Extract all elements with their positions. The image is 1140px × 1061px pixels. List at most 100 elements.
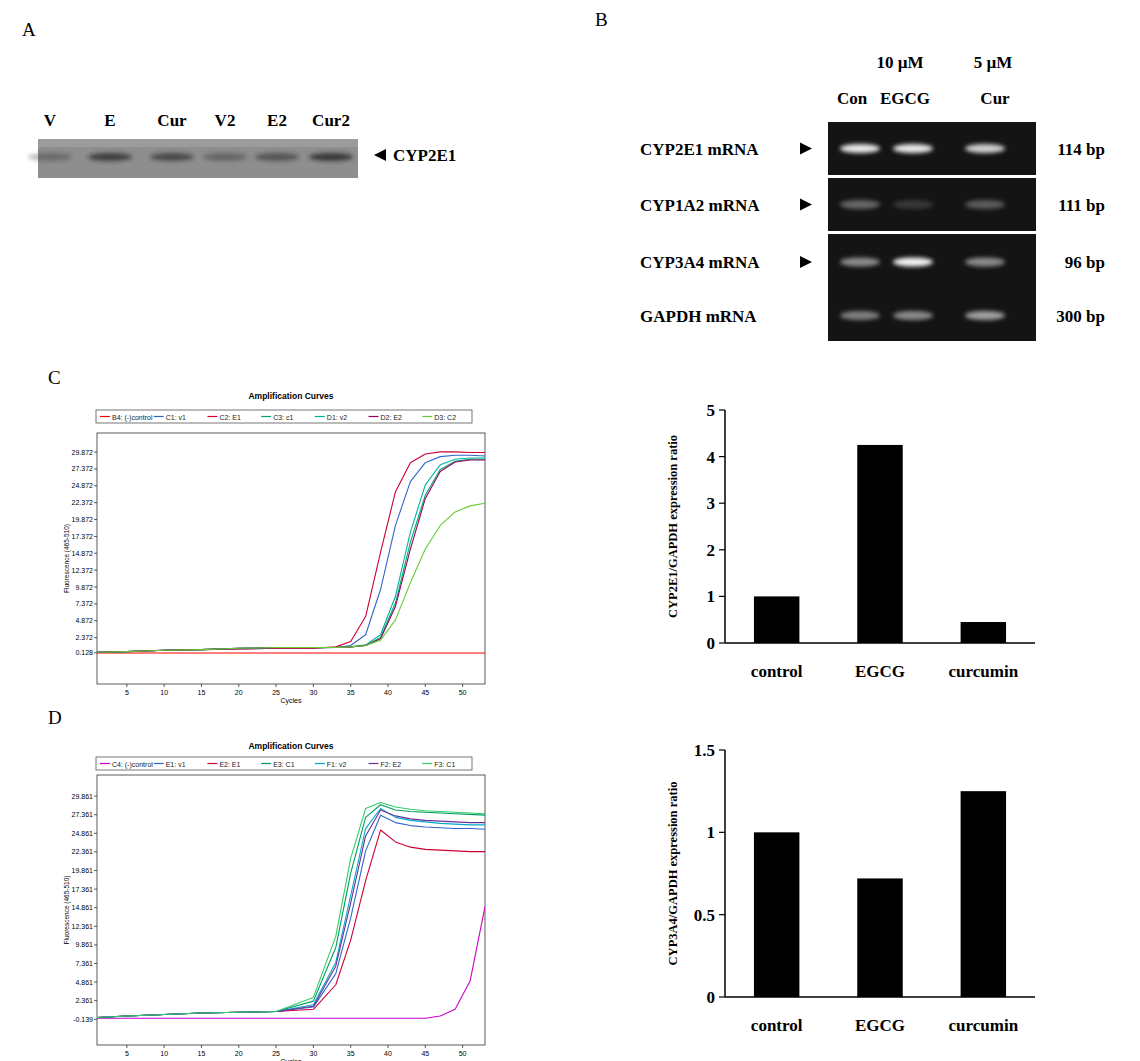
y-tick xyxy=(94,814,97,815)
y-axis-label: Fluorescence (465-510) xyxy=(63,875,71,944)
amplification-curve xyxy=(97,815,485,1017)
amplification-curve xyxy=(97,455,485,652)
lane-label: Cur xyxy=(980,89,1010,108)
legend-swatch xyxy=(422,416,432,417)
category-label: EGCG xyxy=(855,662,905,681)
x-tick-label: 15 xyxy=(198,1050,206,1057)
band-label: CYP2E1 xyxy=(393,146,456,165)
y-tick-label: 24.861 xyxy=(72,830,94,837)
amplification-curve xyxy=(97,808,485,1017)
lane-label: Con xyxy=(837,89,868,108)
y-tick xyxy=(94,870,97,871)
y-axis-line xyxy=(724,410,726,643)
amplification-curve xyxy=(97,503,485,652)
y-tick-label: 22.361 xyxy=(72,848,94,855)
y-tick-label: 0 xyxy=(707,988,716,1007)
legend-swatch xyxy=(207,763,217,764)
x-tick-label: 10 xyxy=(160,1050,168,1057)
panel-letter: D xyxy=(48,707,62,728)
arrow xyxy=(800,199,812,211)
legend-swatch xyxy=(369,416,379,417)
x-tick xyxy=(313,684,314,687)
blot-band xyxy=(309,153,353,161)
figure: ABCDVECurV2E2Cur2CYP2E110 µM5 µMConEGCGC… xyxy=(0,0,1140,1061)
gel-lane-strip xyxy=(828,178,1036,231)
x-tick xyxy=(350,1045,351,1048)
legend-entry: C1: v1 xyxy=(166,414,186,421)
gel-band xyxy=(893,258,933,267)
y-tick-label: 14.861 xyxy=(72,904,94,911)
arrow xyxy=(800,256,812,268)
lane-label: E xyxy=(104,111,115,130)
y-tick xyxy=(94,570,97,571)
lane-label: Cur xyxy=(157,111,187,130)
y-tick-label: 22.372 xyxy=(72,499,94,506)
y-tick xyxy=(719,456,725,457)
gel-band xyxy=(965,200,1005,209)
lane-label: E2 xyxy=(267,111,287,130)
legend-entry: B4: (-)control xyxy=(112,414,153,422)
x-tick-label: 25 xyxy=(272,689,280,696)
y-tick-label: 29.872 xyxy=(72,449,94,456)
legend-entry: C4: (-)control xyxy=(112,761,153,769)
y-tick xyxy=(94,452,97,453)
blot-band xyxy=(255,153,299,161)
blot-shade xyxy=(38,139,358,147)
legend-swatch xyxy=(261,416,271,417)
y-tick-label: 0 xyxy=(707,634,716,653)
chart-title: Amplification Curves xyxy=(248,391,333,401)
blot-band xyxy=(150,153,194,161)
amplification-curve xyxy=(97,459,485,652)
row-label: CYP2E1 mRNA xyxy=(640,140,759,159)
gel-lane-strip xyxy=(828,234,1036,290)
gel-band xyxy=(965,258,1005,267)
y-tick xyxy=(719,832,725,833)
y-tick-label: 0.5 xyxy=(694,906,715,925)
x-tick xyxy=(388,1045,389,1048)
panel-letter: C xyxy=(48,367,61,388)
y-tick-label: 2 xyxy=(707,541,716,560)
x-tick xyxy=(238,1045,239,1048)
x-tick-label: 5 xyxy=(125,1050,129,1057)
x-tick-label: 15 xyxy=(198,689,206,696)
y-tick xyxy=(94,620,97,621)
dose-label: 5 µM xyxy=(974,53,1013,72)
y-tick-label: 12.372 xyxy=(72,567,94,574)
y-tick-label: 4 xyxy=(707,448,716,467)
legend-entry: F1: v2 xyxy=(327,761,347,768)
x-tick xyxy=(164,1045,165,1048)
dose-label: 10 µM xyxy=(876,53,923,72)
category-label: curcumin xyxy=(949,662,1019,681)
legend-swatch xyxy=(369,763,379,764)
x-tick-label: 45 xyxy=(421,689,429,696)
x-tick-label: 40 xyxy=(384,1050,392,1057)
arrow xyxy=(800,143,812,155)
y-tick-label: 2.361 xyxy=(75,997,93,1004)
y-tick xyxy=(94,502,97,503)
gel-lane-strip xyxy=(828,290,1036,341)
y-tick xyxy=(94,1000,97,1001)
x-tick xyxy=(425,1045,426,1048)
y-tick xyxy=(94,468,97,469)
x-tick-label: 35 xyxy=(347,689,355,696)
gel-lane-strip xyxy=(828,122,1036,175)
y-tick-label: 7.361 xyxy=(75,960,93,967)
y-tick-label: 5 xyxy=(707,401,716,420)
bar xyxy=(961,622,1006,643)
x-tick-label: 25 xyxy=(272,1050,280,1057)
y-tick xyxy=(94,796,97,797)
size-label: 300 bp xyxy=(1056,307,1105,326)
y-tick-label: 17.372 xyxy=(72,533,94,540)
bar xyxy=(857,878,902,997)
amplification-curve xyxy=(97,803,485,1018)
row-label: CYP1A2 mRNA xyxy=(640,196,760,215)
gel-band xyxy=(840,311,880,320)
x-tick xyxy=(313,1045,314,1048)
x-tick-label: 20 xyxy=(235,1050,243,1057)
bar xyxy=(857,445,902,643)
x-tick xyxy=(462,1045,463,1048)
x-tick-label: 50 xyxy=(459,689,467,696)
gel-band xyxy=(965,144,1005,153)
amplification-curve xyxy=(97,810,485,1018)
amplification-curve xyxy=(97,830,485,1017)
